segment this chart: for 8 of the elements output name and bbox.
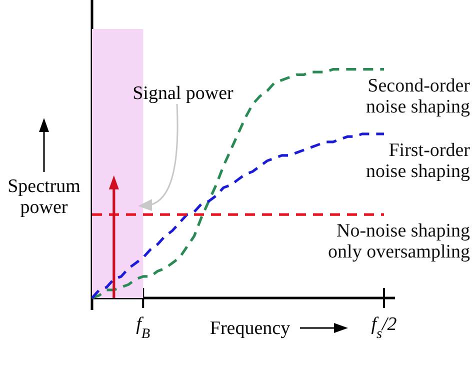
series-label: Second-order noise shaping	[366, 75, 471, 118]
x-tick-label: f$_{B}$	[136, 314, 150, 342]
series-label: No-noise shaping only oversampling	[328, 220, 470, 263]
series-label: First-order noise shaping	[366, 140, 471, 182]
x-tick-label: f$_{s}$/2	[371, 314, 398, 342]
x-axis-title: Frequency	[210, 318, 291, 339]
y-axis-title: Spectrum power	[8, 176, 81, 218]
annotation: Signal power	[132, 83, 234, 104]
